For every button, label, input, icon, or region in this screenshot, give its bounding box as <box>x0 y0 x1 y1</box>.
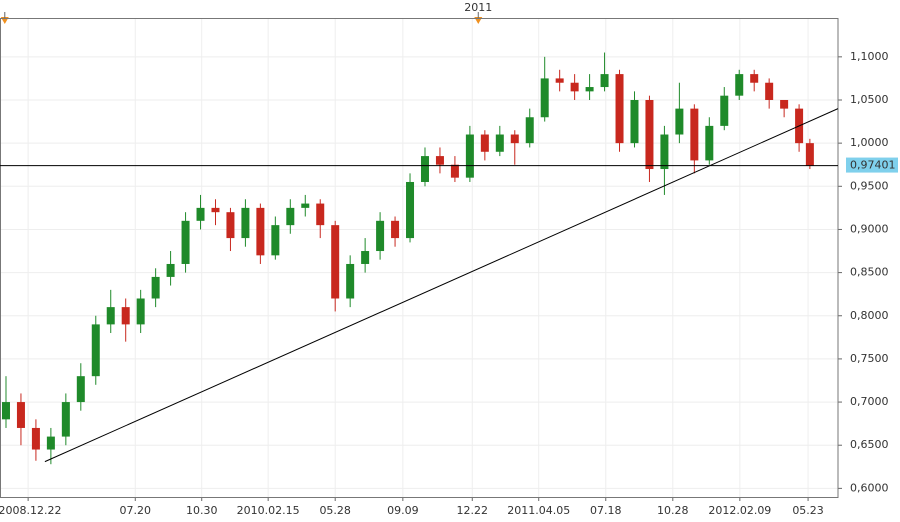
candle-body <box>615 74 624 144</box>
y-tick-label: 0,9500 <box>850 179 889 192</box>
candle-body <box>805 143 814 166</box>
candle-body <box>181 220 190 264</box>
candle-body <box>196 207 205 221</box>
candle-body <box>16 402 25 428</box>
candle-body <box>346 263 355 299</box>
candle-body <box>361 251 370 264</box>
candle-body <box>780 99 789 109</box>
candle-body <box>720 95 729 126</box>
candle-body <box>765 82 774 100</box>
candle-body <box>106 307 115 325</box>
x-tick-label: 2008.12.22 <box>0 504 61 517</box>
candle-body <box>166 263 175 277</box>
candle-body <box>705 125 714 161</box>
candle-body <box>435 156 444 165</box>
y-tick-label: 0,7500 <box>850 352 889 365</box>
x-tick-label: 2012.02.09 <box>708 504 771 517</box>
candle-body <box>91 324 100 377</box>
candle-body <box>750 74 759 83</box>
candle-body <box>61 402 70 437</box>
candle-body <box>510 134 519 144</box>
candle-body <box>301 203 310 208</box>
y-tick-label: 1,0000 <box>850 136 889 149</box>
x-tick-label: 12.22 <box>457 504 489 517</box>
x-tick-label: 10.28 <box>657 504 689 517</box>
candle-body <box>211 207 220 213</box>
x-tick-label: 2010.02.15 <box>237 504 300 517</box>
y-tick-label: 0,8500 <box>850 266 889 279</box>
candle-body <box>465 134 474 178</box>
y-tick-label: 1,0500 <box>850 93 889 106</box>
x-tick-label: 09.09 <box>387 504 419 517</box>
top-label: 2011 <box>464 1 492 14</box>
candle-body <box>450 164 459 178</box>
candle-body <box>121 307 130 325</box>
candle-body <box>735 74 744 96</box>
candle-body <box>226 212 235 239</box>
price-box <box>846 157 898 173</box>
y-tick-label: 0,6000 <box>850 481 889 494</box>
candle-body <box>31 427 40 450</box>
candle-body <box>495 134 504 152</box>
x-tick-label: 05.28 <box>319 504 351 517</box>
candle-body <box>585 87 594 92</box>
candle-body <box>136 298 145 325</box>
y-tick-label: 0,7000 <box>850 395 889 408</box>
candle-body <box>480 134 489 152</box>
x-tick-label: 10.30 <box>186 504 218 517</box>
candle-body <box>151 276 160 299</box>
candle-body <box>46 436 55 450</box>
candle-body <box>525 117 534 144</box>
candle-body <box>406 181 415 239</box>
x-tick-label: 2011.04.05 <box>507 504 570 517</box>
candle-body <box>256 207 265 256</box>
x-tick-label: 07.18 <box>590 504 622 517</box>
candle-body <box>555 78 564 83</box>
x-tick-label: 07.20 <box>120 504 152 517</box>
candle-body <box>271 225 280 256</box>
price-label: 0,97401 <box>850 159 896 172</box>
y-tick-label: 0,9000 <box>850 222 889 235</box>
candle-body <box>645 99 654 170</box>
candle-body <box>391 220 400 239</box>
y-tick-label: 0,8000 <box>850 309 889 322</box>
candle-body <box>420 156 429 182</box>
y-tick-label: 0,6500 <box>850 438 889 451</box>
candle-body <box>331 225 340 299</box>
candle-body <box>286 207 295 226</box>
candle-body <box>376 220 385 252</box>
candle-body <box>630 99 639 144</box>
candle-body <box>241 207 250 239</box>
candle-body <box>316 203 325 226</box>
x-tick-label: 05.23 <box>792 504 824 517</box>
candle-body <box>570 82 579 92</box>
plot-frame <box>0 18 839 498</box>
trendline <box>44 108 839 463</box>
candle-body <box>660 134 669 170</box>
candle-body <box>540 78 549 118</box>
y-tick-label: 1,1000 <box>850 50 889 63</box>
candle-body <box>76 376 85 403</box>
candle-body <box>675 108 684 135</box>
candle-body <box>1 402 10 420</box>
candle-body <box>600 74 609 88</box>
candle-body <box>690 108 699 161</box>
